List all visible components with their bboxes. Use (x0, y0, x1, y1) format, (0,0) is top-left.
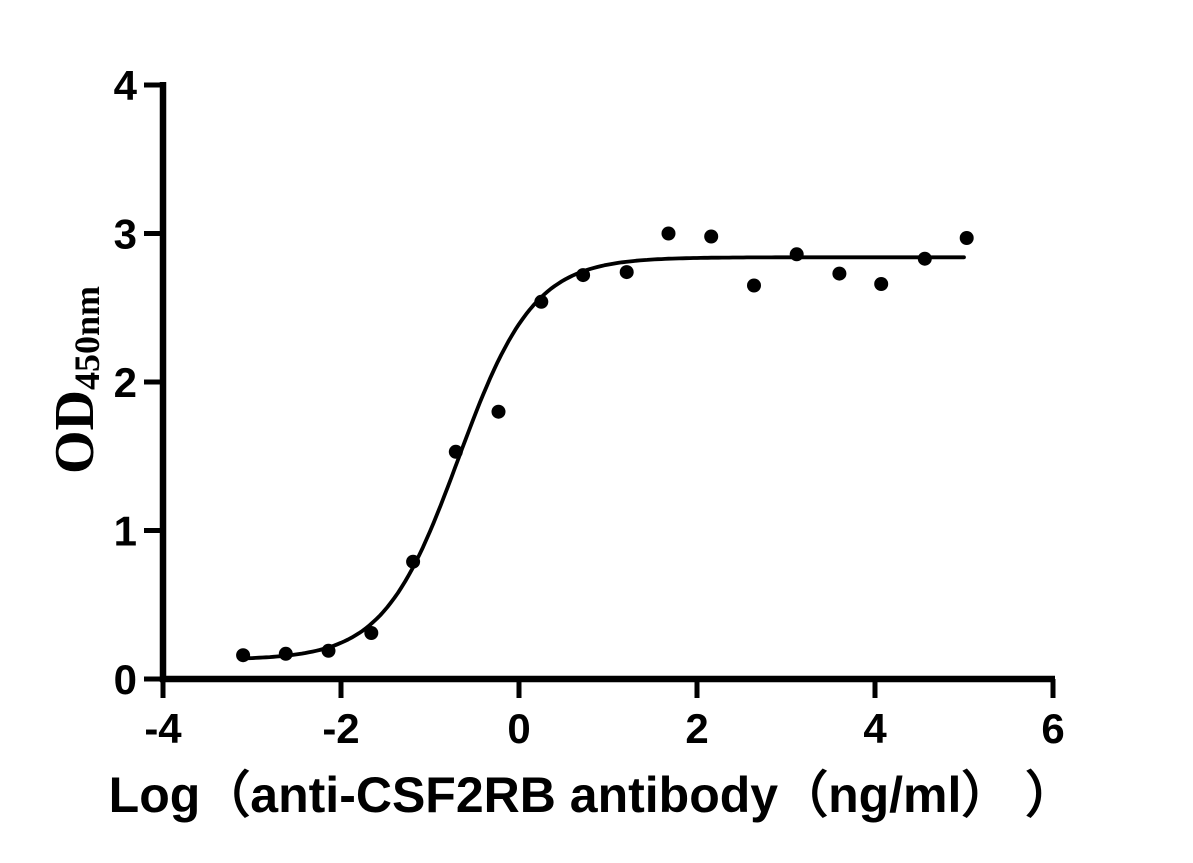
x-tick-label: -4 (144, 705, 182, 752)
data-point (704, 229, 719, 244)
y-tick-label: 2 (114, 359, 137, 406)
data-point (491, 404, 506, 419)
x-tick-label: 2 (685, 705, 708, 752)
y-axis-title: OD450nm (44, 286, 107, 474)
data-point (661, 226, 676, 241)
data-point (406, 554, 421, 569)
x-tick-label: -2 (322, 705, 359, 752)
data-point (959, 231, 974, 245)
data-point (364, 626, 379, 640)
data-point (236, 648, 251, 663)
data-point (874, 277, 889, 291)
data-point (917, 251, 932, 266)
data-points (236, 226, 974, 663)
data-point (534, 294, 549, 309)
x-tick-label: 4 (863, 705, 887, 752)
y-tick-label: 0 (114, 656, 137, 703)
data-point (619, 265, 634, 280)
axis-ticks (144, 82, 1056, 698)
y-axis-title-subscript: 450nm (67, 286, 107, 390)
y-tick-label: 1 (114, 508, 137, 555)
axes (159, 82, 1055, 683)
axis-tick-labels: -4 -2 0 2 4 6 0 1 2 3 4 (114, 62, 1065, 752)
x-axis-title: Log（anti-CSF2RB antibody（ng/ml） ） (109, 767, 1076, 823)
data-point (832, 266, 847, 281)
y-tick-label: 3 (114, 211, 137, 258)
fit-curve (239, 255, 966, 661)
data-point (321, 643, 336, 658)
data-point (789, 247, 804, 262)
data-point (278, 646, 293, 661)
x-tick-label: 0 (507, 705, 530, 752)
y-axis-title-main: OD (44, 390, 106, 474)
x-tick-label: 6 (1041, 705, 1064, 752)
y-tick-label: 4 (114, 62, 138, 109)
data-point (576, 268, 591, 283)
data-point (747, 278, 761, 293)
data-point (448, 444, 463, 459)
